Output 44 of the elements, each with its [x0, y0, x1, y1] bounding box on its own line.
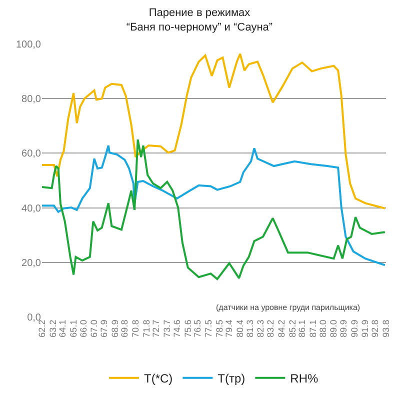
x-tick-label: 82.3: [256, 320, 266, 338]
legend-label: T(*C): [144, 372, 173, 386]
y-tick-label: 80,0: [22, 94, 42, 106]
y-tick-label: 40,0: [22, 203, 42, 214]
x-tick-label: 67.0: [89, 320, 100, 338]
x-tick-label: 66.0: [78, 320, 88, 338]
line-series: [42, 52, 386, 210]
x-tick-label: 63.2: [48, 320, 58, 338]
x-tick-label: 77.5: [203, 320, 214, 338]
x-tick-label: 89.0: [328, 320, 339, 338]
y-tick-label: 20,0: [22, 258, 42, 269]
x-tick-label: 84.2: [276, 320, 286, 338]
x-tick-label: 70.8: [130, 320, 141, 338]
x-tick-label: 74.6: [172, 320, 182, 338]
x-tick-label: 92.8: [370, 320, 380, 338]
x-tick-label: 87.1: [308, 320, 318, 338]
chart-title: Парение в режимах “Баня по-черному” и “Сауна”: [126, 7, 273, 34]
x-tick-label: 83.2: [266, 320, 276, 338]
x-tick-label: 89.9: [338, 320, 348, 338]
y-tick-label: 100,0: [16, 40, 42, 50]
x-tick-label: 78.5: [214, 320, 224, 338]
x-tick-label: 90.9: [349, 320, 360, 338]
annotation: (датчики на уровне груди парильщика): [216, 303, 360, 312]
y-tick-label: 60,0: [22, 148, 42, 160]
x-tick-label: 68.9: [110, 320, 120, 338]
x-tick-label: 64.1: [58, 320, 68, 338]
legend-label: T(тр): [218, 372, 246, 386]
x-tick-label: 67.9: [98, 320, 109, 338]
x-tick-label: 86.1: [297, 320, 308, 338]
x-tick-label: 76.5: [192, 320, 203, 338]
x-tick-label: 69.8: [120, 320, 130, 338]
legend-label: RH%: [290, 372, 319, 386]
x-tick-label: 85.2: [287, 320, 298, 338]
x-tick-label: 75.6: [182, 320, 193, 338]
x-tick-label: 71.8: [141, 320, 152, 338]
x-tick-label: 93.8: [380, 320, 391, 338]
x-tick-label: 81.3: [244, 320, 255, 338]
x-tick-label: 65.1: [68, 320, 78, 338]
x-tick-label: 79.4: [224, 320, 234, 338]
x-tick-label: 88.0: [318, 320, 328, 338]
x-tick-label: 91.9: [360, 320, 370, 338]
x-tick-label: 72.7: [151, 320, 162, 338]
x-tick-label: 73.7: [162, 320, 172, 338]
x-tick-label: 80.4: [235, 320, 246, 338]
